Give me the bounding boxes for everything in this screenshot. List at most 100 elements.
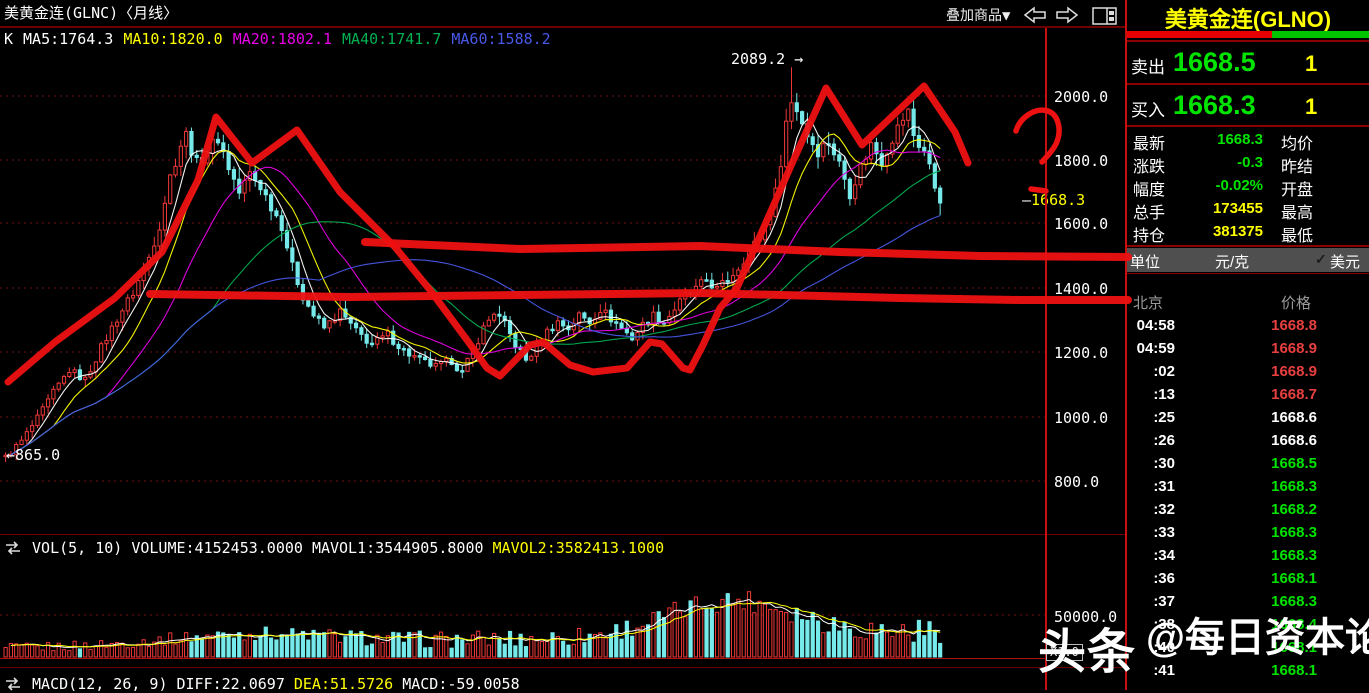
price-marker-value: 1668.3	[1031, 191, 1086, 209]
tick-time: :40	[1153, 639, 1175, 656]
buy-sell-ratio-bar	[1127, 31, 1369, 38]
watermark-handle: @每日资本论	[1146, 616, 1369, 660]
unit-label: 单位	[1130, 254, 1161, 271]
volume-chart[interactable]	[0, 556, 1045, 658]
indicator-cycle-icon[interactable]	[3, 540, 23, 556]
tick-time: 04:59	[1136, 340, 1175, 357]
stat-row: 幅度 -0.02% 开盘	[1127, 174, 1369, 199]
stat-value: 1668.3	[1217, 131, 1263, 148]
indicator-value: MA20:1802.1	[232, 30, 333, 48]
tick-price: 1668.1	[1271, 662, 1317, 679]
indicator-value: VOLUME:4152453.0000	[131, 539, 303, 557]
stat-row: 持仓 381375 最低	[1127, 220, 1369, 245]
stat-label: 最新	[1133, 136, 1166, 153]
tick-time: :13	[1153, 386, 1175, 403]
tick-price: 1668.6	[1271, 432, 1317, 449]
indicator-value: DIFF:22.0697	[176, 675, 285, 693]
price-axis-tick: 2000.0	[1054, 88, 1109, 106]
indicator-value: DEA:51.5726	[293, 675, 394, 693]
tick-price: 1668.1	[1271, 639, 1317, 656]
split-window-icon[interactable]	[1092, 6, 1118, 26]
instrument-title: 美黄金连(GLNO)	[1164, 7, 1332, 32]
tick-time: :32	[1153, 501, 1175, 518]
price-chart[interactable]	[0, 55, 1045, 534]
overlay-commodity-button[interactable]: 叠加商品▼	[946, 8, 1011, 24]
tick-row: :26 1668.6	[1127, 429, 1369, 452]
checkmark-icon: ✓	[1315, 251, 1327, 267]
tick-price: 1668.8	[1271, 317, 1317, 334]
tick-row: :25 1668.6	[1127, 406, 1369, 429]
indicator-value: MACD:-59.0058	[402, 675, 520, 693]
ask-label: 卖出	[1131, 58, 1165, 77]
stat-label: 持仓	[1133, 228, 1166, 245]
ratio-bar-green	[1272, 31, 1369, 38]
indicator-value: MA10:1820.0	[123, 30, 223, 48]
tick-row: :32 1668.2	[1127, 498, 1369, 521]
tick-time: :34	[1153, 547, 1175, 564]
tick-time: :41	[1153, 662, 1175, 679]
tick-price: 1668.6	[1271, 409, 1317, 426]
stat-row: 最新 1668.3 均价	[1127, 128, 1369, 153]
tick-row: :13 1668.7	[1127, 383, 1369, 406]
tick-price: 1668.3	[1271, 547, 1317, 564]
stat-value: -0.02%	[1215, 177, 1263, 194]
stat-label-right: 开盘	[1281, 182, 1314, 199]
indicator-value: VOL(5, 10)	[32, 539, 123, 557]
ask-row: 卖出 1668.5 1	[1127, 42, 1369, 83]
tick-row: 04:58 1668.8	[1127, 314, 1369, 337]
price-axis-tick: 1200.0	[1054, 344, 1109, 362]
tick-row: 04:59 1668.9	[1127, 337, 1369, 360]
tick-price: 1668.3	[1271, 478, 1317, 495]
price-axis-tick: 1400.0	[1054, 280, 1109, 298]
pane-separator	[0, 534, 1125, 535]
bid-price: 1668.3	[1173, 90, 1256, 120]
stat-value: -0.3	[1237, 154, 1263, 171]
next-arrow-icon[interactable]	[1054, 6, 1080, 24]
tick-price: 1668.1	[1271, 570, 1317, 587]
price-axis-tick: 1600.0	[1054, 215, 1109, 233]
ma-indicator-readout: K MA5:1764.3 MA10:1820.0 MA20:1802.1 MA40:17…	[4, 31, 561, 47]
indicator-cycle-icon[interactable]	[3, 676, 23, 692]
chart-right-border	[1045, 28, 1047, 690]
prev-arrow-icon[interactable]	[1022, 6, 1048, 24]
indicator-value: MA5:1764.3	[23, 30, 114, 48]
low-annotation: ←865.0	[6, 446, 61, 464]
tick-time: :33	[1153, 524, 1175, 541]
indicator-value: MAVOL2:3582413.1000	[492, 539, 665, 557]
tick-row: :37 1668.3	[1127, 590, 1369, 613]
watermark-logo: 头条	[1038, 626, 1137, 679]
volume-axis-label: 50000.0	[1054, 608, 1118, 626]
currency-option[interactable]: 美元	[1330, 254, 1361, 271]
stat-value: 381375	[1212, 223, 1263, 240]
stat-label-right: 最低	[1281, 228, 1314, 245]
macd-separator	[0, 667, 1125, 668]
volume-baseline	[0, 658, 1045, 659]
bid-label: 买入	[1131, 101, 1165, 120]
tick-row: :30 1668.5	[1127, 452, 1369, 475]
price-axis-tick: 1800.0	[1054, 152, 1109, 170]
tick-row: :36 1668.1	[1127, 567, 1369, 590]
stat-label: 幅度	[1133, 182, 1166, 199]
tick-price: 1668.9	[1271, 363, 1317, 380]
tick-price: 1668.5	[1271, 455, 1317, 472]
indicator-value: MACD(12, 26, 9)	[32, 675, 168, 693]
quote-panel: 美黄金连(GLNO) 卖出 1668.5 1 买入 1668.3 1 最新 166…	[1127, 0, 1369, 690]
tick-time: 04:58	[1136, 317, 1175, 334]
chart-title: 美黄金连(GLNC)〈月线〉	[4, 4, 179, 22]
tick-time: :30	[1153, 455, 1175, 472]
unit-row[interactable]: 单位 元/克 ✓ 美元	[1127, 248, 1369, 272]
panel-left-border	[1125, 0, 1127, 690]
tick-row: :38 1668.4	[1127, 613, 1369, 636]
indicator-value: MA40:1741.7	[342, 30, 442, 48]
scale-multiplier-box[interactable]: X1.0	[1046, 644, 1083, 661]
tick-time: :37	[1153, 593, 1175, 610]
indicator-value: MA60:1588.2	[451, 30, 551, 48]
ask-price: 1668.5	[1173, 47, 1256, 77]
macd-indicator-readout: MACD(12, 26, 9) DIFF:22.0697 DEA:51.5726 MA…	[3, 676, 529, 692]
price-axis-tick: 800.0	[1054, 473, 1100, 491]
tick-price: 1668.3	[1271, 593, 1317, 610]
bid-row: 买入 1668.3 1	[1127, 85, 1369, 125]
price-column-header: 价格	[1281, 295, 1312, 312]
tick-price: 1668.7	[1271, 386, 1317, 403]
time-column-header: 北京	[1133, 295, 1164, 312]
